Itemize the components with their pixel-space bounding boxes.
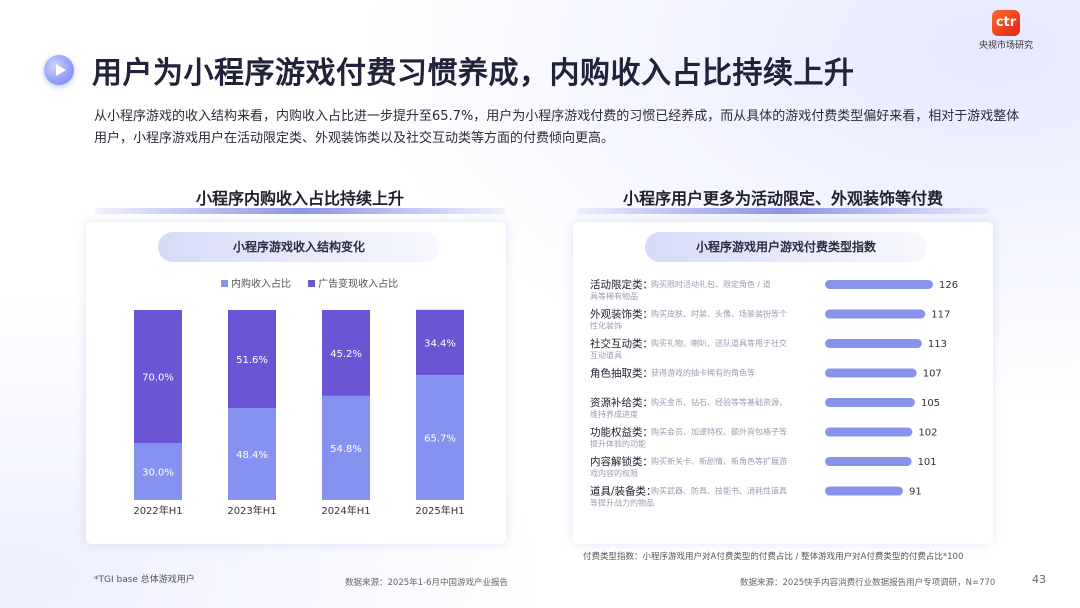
data-label: 45.2% — [330, 349, 362, 360]
legend-item-inapp: 内购收入占比 — [221, 279, 291, 290]
category-label: 角色抽取类： — [590, 367, 653, 380]
data-label: 48.4% — [236, 450, 268, 461]
bar-ads — [416, 309, 464, 376]
intro-paragraph: 从小程序游戏的收入结构来看，内购收入占比进一步提升至65.7%，用户为小程序游戏… — [94, 109, 1020, 146]
category-description: 维持养成进度 — [590, 409, 638, 419]
category-label: 外观装饰类： — [590, 308, 653, 321]
revenue-structure-chart: 30.0% 70.0% 2022年H1 48.4% 51.6% 2023年H1 54.8% 4… — [133, 309, 465, 517]
page-number: 43 — [1032, 573, 1046, 586]
index-bar — [825, 309, 926, 319]
category-label: 道具/装备类： — [590, 485, 657, 498]
bar-inapp — [228, 408, 276, 500]
bar-ads — [228, 310, 276, 409]
source-right: 数据来源：2025快手内容消费行业数据报告用户专项调研，N=770 — [740, 578, 996, 588]
data-label: 54.8% — [330, 444, 362, 455]
category-label: 功能权益类： — [590, 426, 653, 439]
index-value-label: 117 — [931, 310, 950, 321]
category-description: 性化装饰 — [590, 321, 622, 331]
logo-text: 央视市场研究 — [978, 41, 1033, 51]
category-description: 获得游戏的抽卡稀有的角色等 — [651, 368, 755, 378]
x-tick-label: 2024年H1 — [321, 504, 370, 517]
page-title: 用户为小程序游戏付费习惯养成，内购收入占比持续上升 — [92, 56, 855, 91]
data-label: 70.0% — [142, 373, 174, 384]
revenue-legend: 内购收入占比 广告变现收入占比 — [221, 275, 412, 290]
data-label: 30.0% — [142, 468, 174, 479]
right-heading-underline — [577, 208, 989, 214]
logo-mark: ctr — [992, 10, 1020, 36]
right-panel-heading: 小程序用户更多为活动限定、外观装饰等付费 — [622, 189, 943, 208]
category-label: 活动限定类： — [590, 278, 653, 291]
category-label: 资源补给类： — [590, 396, 653, 409]
index-bar — [825, 486, 903, 496]
legend-item-ads: 广告变现收入占比 — [308, 279, 398, 290]
left-heading-underline — [94, 208, 506, 214]
x-tick-label: 2025年H1 — [415, 504, 464, 517]
index-bar — [825, 280, 933, 289]
category-description: 互动道具 — [590, 350, 622, 360]
bar-ads — [134, 310, 182, 443]
bar-inapp — [322, 395, 370, 500]
index-value-label: 101 — [918, 457, 937, 468]
index-value-label: 91 — [909, 487, 922, 498]
category-description: 购买皮肤、时装、头像、场景装扮等个 — [651, 309, 787, 319]
bar-inapp — [416, 375, 464, 500]
category-description: 购买武器、防具、技能书、消耗性道具 — [651, 486, 787, 496]
index-bar — [825, 339, 922, 348]
index-value-label: 105 — [921, 398, 940, 409]
payment-index-panel: 活动限定类： 购买限时活动礼包、限定角色 / 道具等稀有物品 126 外观装饰类： 购买… — [573, 222, 993, 544]
index-value-label: 113 — [928, 339, 947, 350]
category-description: 购买限时活动礼包、限定角色 / 道 — [651, 279, 771, 289]
category-label: 社交互动类： — [590, 337, 653, 350]
index-chart-title: 小程序游戏用户游戏付费类型指数 — [645, 232, 927, 262]
index-bar — [825, 427, 913, 437]
x-tick-label: 2023年H1 — [227, 504, 276, 517]
data-label: 65.7% — [424, 434, 456, 445]
category-description: 等提升战力的物品 — [590, 498, 654, 508]
data-label: 51.6% — [236, 355, 268, 366]
source-left: 数据来源：2025年1-6月中国游戏产业报告 — [345, 578, 509, 588]
payment-index-chart: 活动限定类：购买限时活动礼包、限定角色 / 道具等稀有物品126外观装饰类：购买… — [590, 278, 958, 508]
bar-ads — [322, 310, 370, 396]
legend-label-ads: 广告变现收入占比 — [318, 279, 399, 290]
index-definition-note: 付费类型指数：小程序游戏用户对A付费类型的付费占比 / 整体游戏用户对A付费类型… — [583, 552, 964, 562]
left-panel-heading: 小程序内购收入占比持续上升 — [195, 189, 404, 208]
brand-logo: ctr 央视市场研究 — [976, 10, 1036, 51]
category-description: 购买礼物、喇叭、送队道具等用于社交 — [651, 338, 787, 348]
category-label: 内容解锁类： — [590, 455, 653, 468]
index-value-label: 107 — [923, 369, 942, 380]
legend-swatch-ads — [308, 280, 316, 287]
legend-swatch-inapp — [221, 280, 228, 287]
index-bar — [825, 457, 912, 466]
category-description: 购买金币、钻石、经验等等基础资源， — [651, 397, 787, 407]
play-icon — [44, 55, 74, 85]
revenue-chart-title: 小程序游戏收入结构变化 — [158, 232, 440, 262]
revenue-structure-panel: 30.0% 70.0% 2022年H1 48.4% 51.6% 2023年H1 54.8% 4… — [86, 222, 506, 544]
index-value-label: 102 — [918, 428, 937, 439]
index-bar — [825, 368, 917, 378]
category-description: 购买会员、加速特权、额外背包格子等 — [651, 427, 787, 437]
category-description: 购买新关卡、新剧情、新角色等扩展游 — [651, 456, 787, 466]
index-bar — [825, 398, 915, 407]
category-description: 戏内容的权限 — [590, 468, 638, 478]
x-tick-label: 2022年H1 — [133, 504, 182, 517]
category-description: 具等稀有物品 — [590, 291, 638, 301]
legend-label-inapp: 内购收入占比 — [231, 279, 291, 290]
tgi-footnote: *TGI base 总体游戏用户 — [94, 575, 195, 585]
data-label: 34.4% — [424, 338, 456, 349]
bar-inapp — [134, 443, 182, 500]
index-value-label: 126 — [939, 280, 958, 291]
category-description: 提升体验的功能 — [590, 439, 646, 449]
